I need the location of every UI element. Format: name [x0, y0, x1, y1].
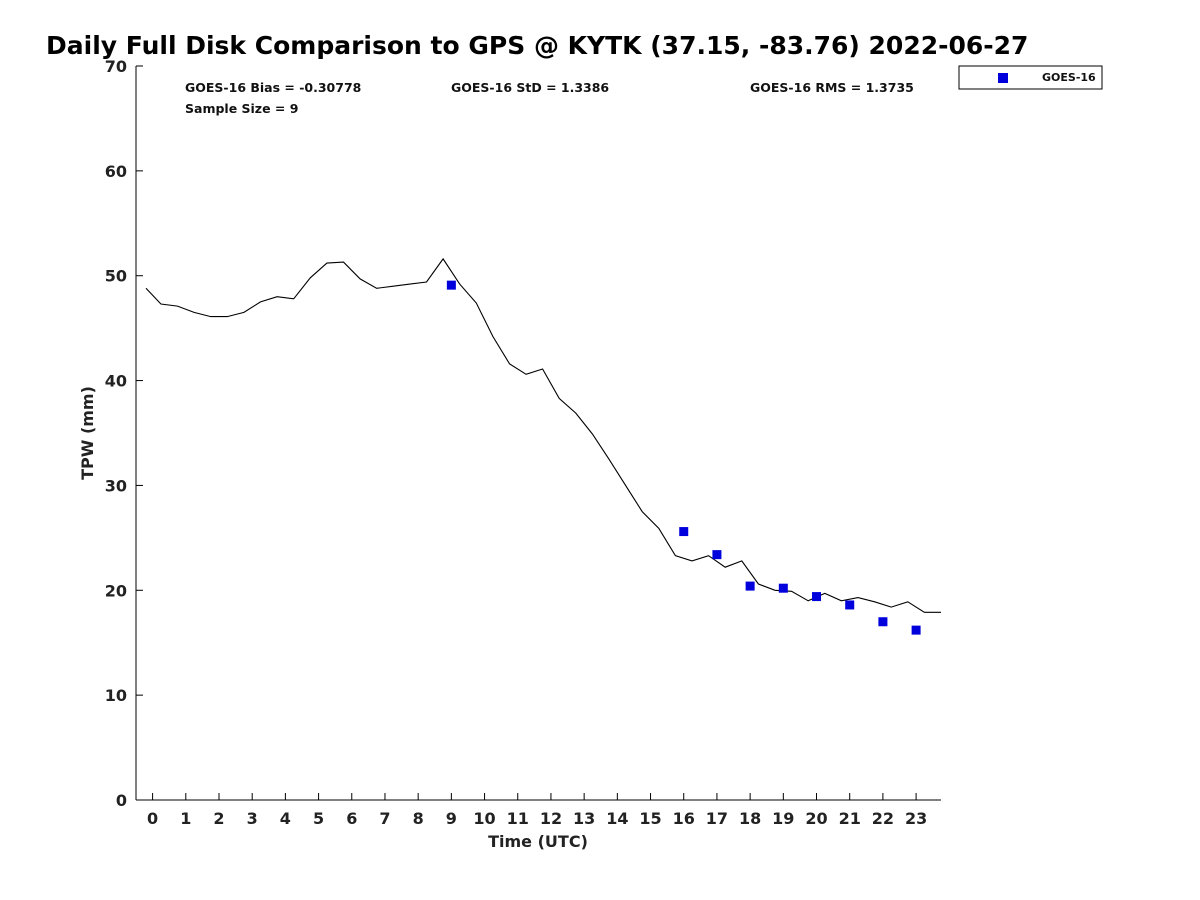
x-tick-label: 20 [805, 809, 827, 828]
x-tick-label: 16 [673, 809, 695, 828]
y-tick-label: 70 [105, 57, 127, 76]
legend-label-goes-16: GOES-16 [1042, 71, 1096, 84]
y-tick-label: 0 [116, 791, 127, 810]
x-tick-label: 7 [379, 809, 390, 828]
y-tick-label: 20 [105, 581, 127, 600]
x-tick-label: 19 [772, 809, 794, 828]
goes-16-point [446, 280, 456, 290]
goes-16-point [878, 617, 888, 627]
rms-annotation: GOES-16 RMS = 1.3735 [750, 80, 914, 95]
x-tick-label: 11 [507, 809, 529, 828]
x-tick-label: 22 [872, 809, 894, 828]
x-tick-label: 10 [473, 809, 495, 828]
axes [135, 66, 941, 801]
x-tick-label: 12 [540, 809, 562, 828]
x-tick-label: 14 [606, 809, 628, 828]
sample-size-annotation: Sample Size = 9 [185, 101, 298, 116]
x-tick-label: 18 [739, 809, 761, 828]
x-tick-label: 8 [413, 809, 424, 828]
x-tick-label: 4 [280, 809, 291, 828]
x-tick-label: 5 [313, 809, 324, 828]
x-tick-label: 13 [573, 809, 595, 828]
x-tick-label: 3 [247, 809, 258, 828]
bias-annotation: GOES-16 Bias = -0.30778 [185, 80, 361, 95]
goes-16-point [712, 550, 722, 560]
goes-16-point [745, 581, 755, 591]
y-tick-label: 50 [105, 267, 127, 286]
legend-box [958, 65, 1103, 90]
x-tick-label: 23 [905, 809, 927, 828]
x-tick-label: 6 [346, 809, 357, 828]
goes-16-point [679, 527, 689, 537]
goes-16-point [778, 583, 788, 593]
x-tick-label: 1 [180, 809, 191, 828]
x-axis-label: Time (UTC) [488, 832, 588, 851]
y-axis-label: TPW (mm) [78, 386, 97, 480]
x-tick-label: 21 [839, 809, 861, 828]
legend: GOES-16 [958, 65, 1103, 90]
x-ticks: 0 1 2 3 4 5 6 7 8 9 10 11 12 13 14 15 16 17 18 19 20 21 22 23 [147, 793, 927, 828]
x-tick-label: 2 [213, 809, 224, 828]
goes-16-point [911, 625, 921, 635]
x-tick-label: 0 [147, 809, 158, 828]
std-annotation: GOES-16 StD = 1.3386 [451, 80, 609, 95]
goes-16-point [845, 600, 855, 610]
x-tick-label: 15 [639, 809, 661, 828]
legend-marker-goes-16 [998, 73, 1008, 83]
y-tick-label: 30 [105, 476, 127, 495]
stats-annotations: GOES-16 Bias = -0.30778 GOES-16 StD = 1.… [185, 80, 914, 116]
y-tick-label: 60 [105, 162, 127, 181]
x-tick-label: 9 [446, 809, 457, 828]
chart-title: Daily Full Disk Comparison to GPS @ KYTK… [46, 31, 1028, 60]
y-tick-label: 10 [105, 686, 127, 705]
y-tick-label: 40 [105, 372, 127, 391]
gps-tpw-line [145, 257, 941, 613]
plot-area [145, 257, 941, 635]
goes-16-point [812, 592, 822, 602]
x-tick-label: 17 [706, 809, 728, 828]
y-ticks: 0 10 20 30 40 50 60 70 [105, 57, 143, 810]
